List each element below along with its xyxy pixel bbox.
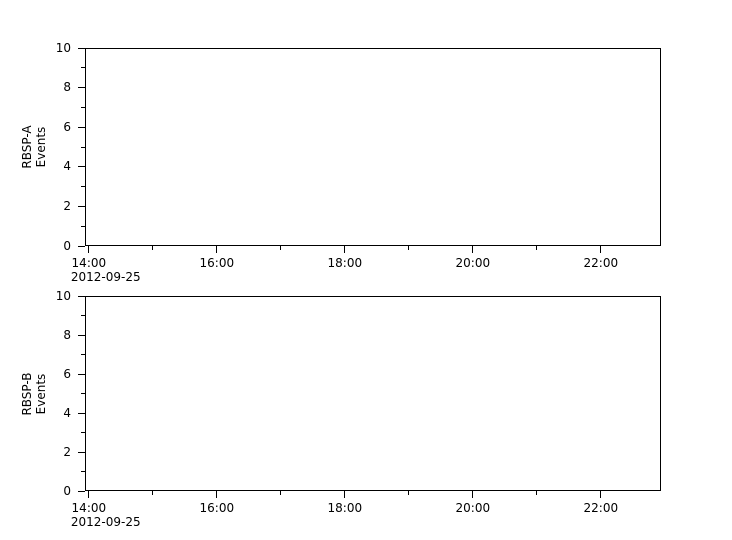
x-major-tick xyxy=(472,246,474,253)
x-minor-tick xyxy=(408,491,410,495)
y-tick-label: 4 xyxy=(63,159,71,174)
y-tick-label: 6 xyxy=(63,119,71,134)
x-tick-label: 22:00 xyxy=(583,501,619,515)
y-tick-label: 8 xyxy=(63,80,71,95)
x-tick-label: 18:00 xyxy=(327,256,363,270)
y-minor-tick xyxy=(81,471,85,472)
x-minor-tick xyxy=(408,246,410,250)
y-tick-label: 0 xyxy=(63,483,71,498)
x-tick-label: 16:00 xyxy=(199,256,235,270)
y-major-tick xyxy=(78,87,85,89)
y-major-tick xyxy=(78,205,85,207)
x-minor-tick xyxy=(536,246,538,250)
y-major-tick xyxy=(78,490,85,492)
y-major-tick xyxy=(78,412,85,414)
y-tick-label: 6 xyxy=(63,366,71,381)
x-major-tick xyxy=(216,491,218,498)
y-major-tick xyxy=(78,166,85,168)
x-tick-label: 14:00 xyxy=(71,256,107,270)
y-tick-label: 0 xyxy=(63,238,71,253)
y-minor-tick xyxy=(81,106,85,108)
x-tick-label: 16:00 xyxy=(199,501,235,515)
y-major-tick xyxy=(78,451,85,453)
y-minor-tick xyxy=(81,67,85,69)
x-minor-tick xyxy=(152,491,154,495)
ticks-rbsp-b: 0 2 4 6 8 10 14:00 16:00 18:00 20:00 22:00 xyxy=(56,289,661,516)
y-minor-tick xyxy=(81,432,85,433)
x-major-tick xyxy=(344,246,346,253)
y-tick-label: 8 xyxy=(63,327,71,342)
y-tick-label: 2 xyxy=(63,198,71,213)
x-major-tick xyxy=(472,491,474,498)
y-axis-title-line-1: RBSP-A xyxy=(20,125,34,169)
y-tick-label: 10 xyxy=(55,288,71,303)
y-major-tick xyxy=(78,126,85,128)
y-major-tick xyxy=(78,295,85,297)
x-major-tick xyxy=(600,491,602,498)
y-minor-tick xyxy=(81,225,85,227)
y-tick-label: 10 xyxy=(55,40,71,55)
x-tick-label: 22:00 xyxy=(583,256,619,270)
x-major-tick xyxy=(88,246,90,253)
y-major-tick xyxy=(78,47,85,49)
plot-area-rbsp-a xyxy=(85,48,661,246)
y-minor-tick xyxy=(81,146,85,148)
x-minor-tick xyxy=(280,246,282,250)
x-tick-label: 20:00 xyxy=(455,256,491,270)
x-minor-tick xyxy=(536,491,538,495)
y-minor-tick xyxy=(81,186,85,188)
y-minor-tick xyxy=(81,393,85,394)
x-major-tick xyxy=(600,246,602,253)
x-major-tick xyxy=(88,491,90,498)
y-major-tick xyxy=(78,334,85,336)
y-major-tick xyxy=(78,245,85,247)
x-minor-tick xyxy=(152,246,154,250)
y-minor-tick xyxy=(81,354,85,355)
x-tick-label: 18:00 xyxy=(327,501,363,515)
x-tick-label: 14:00 xyxy=(71,501,107,515)
x-minor-tick xyxy=(280,491,282,495)
plot-area-rbsp-b xyxy=(85,296,661,491)
x-major-tick xyxy=(344,491,346,498)
panel-rbsp-b: RBSP-B Events 0 2 4 6 8 10 14:00 16:00 18:00 20:0… xyxy=(20,289,661,529)
panel-rbsp-a: RBSP-A Events 0 2 4 6 8 10 14:00 16:00 18:00 20:0… xyxy=(20,41,661,284)
y-axis-title-line-1: RBSP-B xyxy=(20,371,34,416)
ticks-rbsp-a: 0 2 4 6 8 10 14:00 16:00 18:00 20:00 22:00 xyxy=(56,41,661,271)
x-axis-date-label-rbsp-b: 2012-09-25 xyxy=(70,515,141,529)
x-major-tick xyxy=(216,246,218,253)
y-major-tick xyxy=(78,373,85,375)
x-tick-label: 20:00 xyxy=(455,501,491,515)
y-tick-label: 2 xyxy=(63,444,71,459)
y-minor-tick xyxy=(81,315,85,316)
y-tick-label: 4 xyxy=(63,405,71,420)
x-axis-date-label-rbsp-a: 2012-09-25 xyxy=(70,270,141,284)
